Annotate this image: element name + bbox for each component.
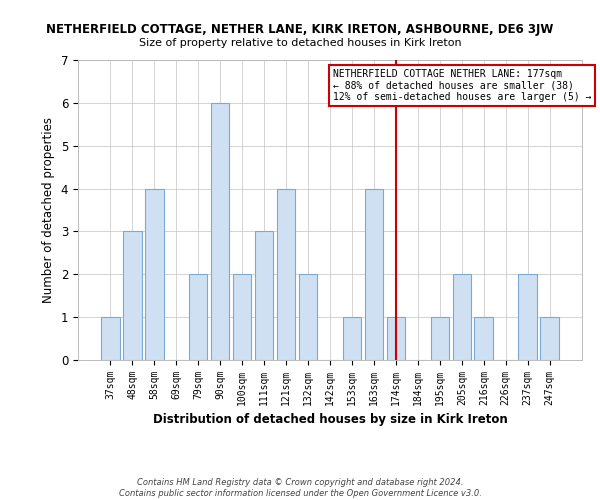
Bar	[431, 317, 449, 360]
Bar	[277, 188, 295, 360]
Bar	[255, 232, 274, 360]
Text: NETHERFIELD COTTAGE NETHER LANE: 177sqm
← 88% of detached houses are smaller (38: NETHERFIELD COTTAGE NETHER LANE: 177sqm …	[332, 69, 591, 102]
Y-axis label: Number of detached properties: Number of detached properties	[42, 117, 55, 303]
Bar	[123, 232, 142, 360]
Bar	[541, 317, 559, 360]
Text: Contains HM Land Registry data © Crown copyright and database right 2024.
Contai: Contains HM Land Registry data © Crown c…	[119, 478, 481, 498]
Bar	[343, 317, 361, 360]
Text: Size of property relative to detached houses in Kirk Ireton: Size of property relative to detached ho…	[139, 38, 461, 48]
Bar	[475, 317, 493, 360]
Bar	[386, 317, 405, 360]
Bar	[211, 103, 229, 360]
Bar	[299, 274, 317, 360]
X-axis label: Distribution of detached houses by size in Kirk Ireton: Distribution of detached houses by size …	[152, 414, 508, 426]
Bar	[101, 317, 119, 360]
Bar	[233, 274, 251, 360]
Bar	[452, 274, 471, 360]
Bar	[189, 274, 208, 360]
Text: NETHERFIELD COTTAGE, NETHER LANE, KIRK IRETON, ASHBOURNE, DE6 3JW: NETHERFIELD COTTAGE, NETHER LANE, KIRK I…	[46, 22, 554, 36]
Bar	[145, 188, 164, 360]
Bar	[518, 274, 537, 360]
Bar	[365, 188, 383, 360]
